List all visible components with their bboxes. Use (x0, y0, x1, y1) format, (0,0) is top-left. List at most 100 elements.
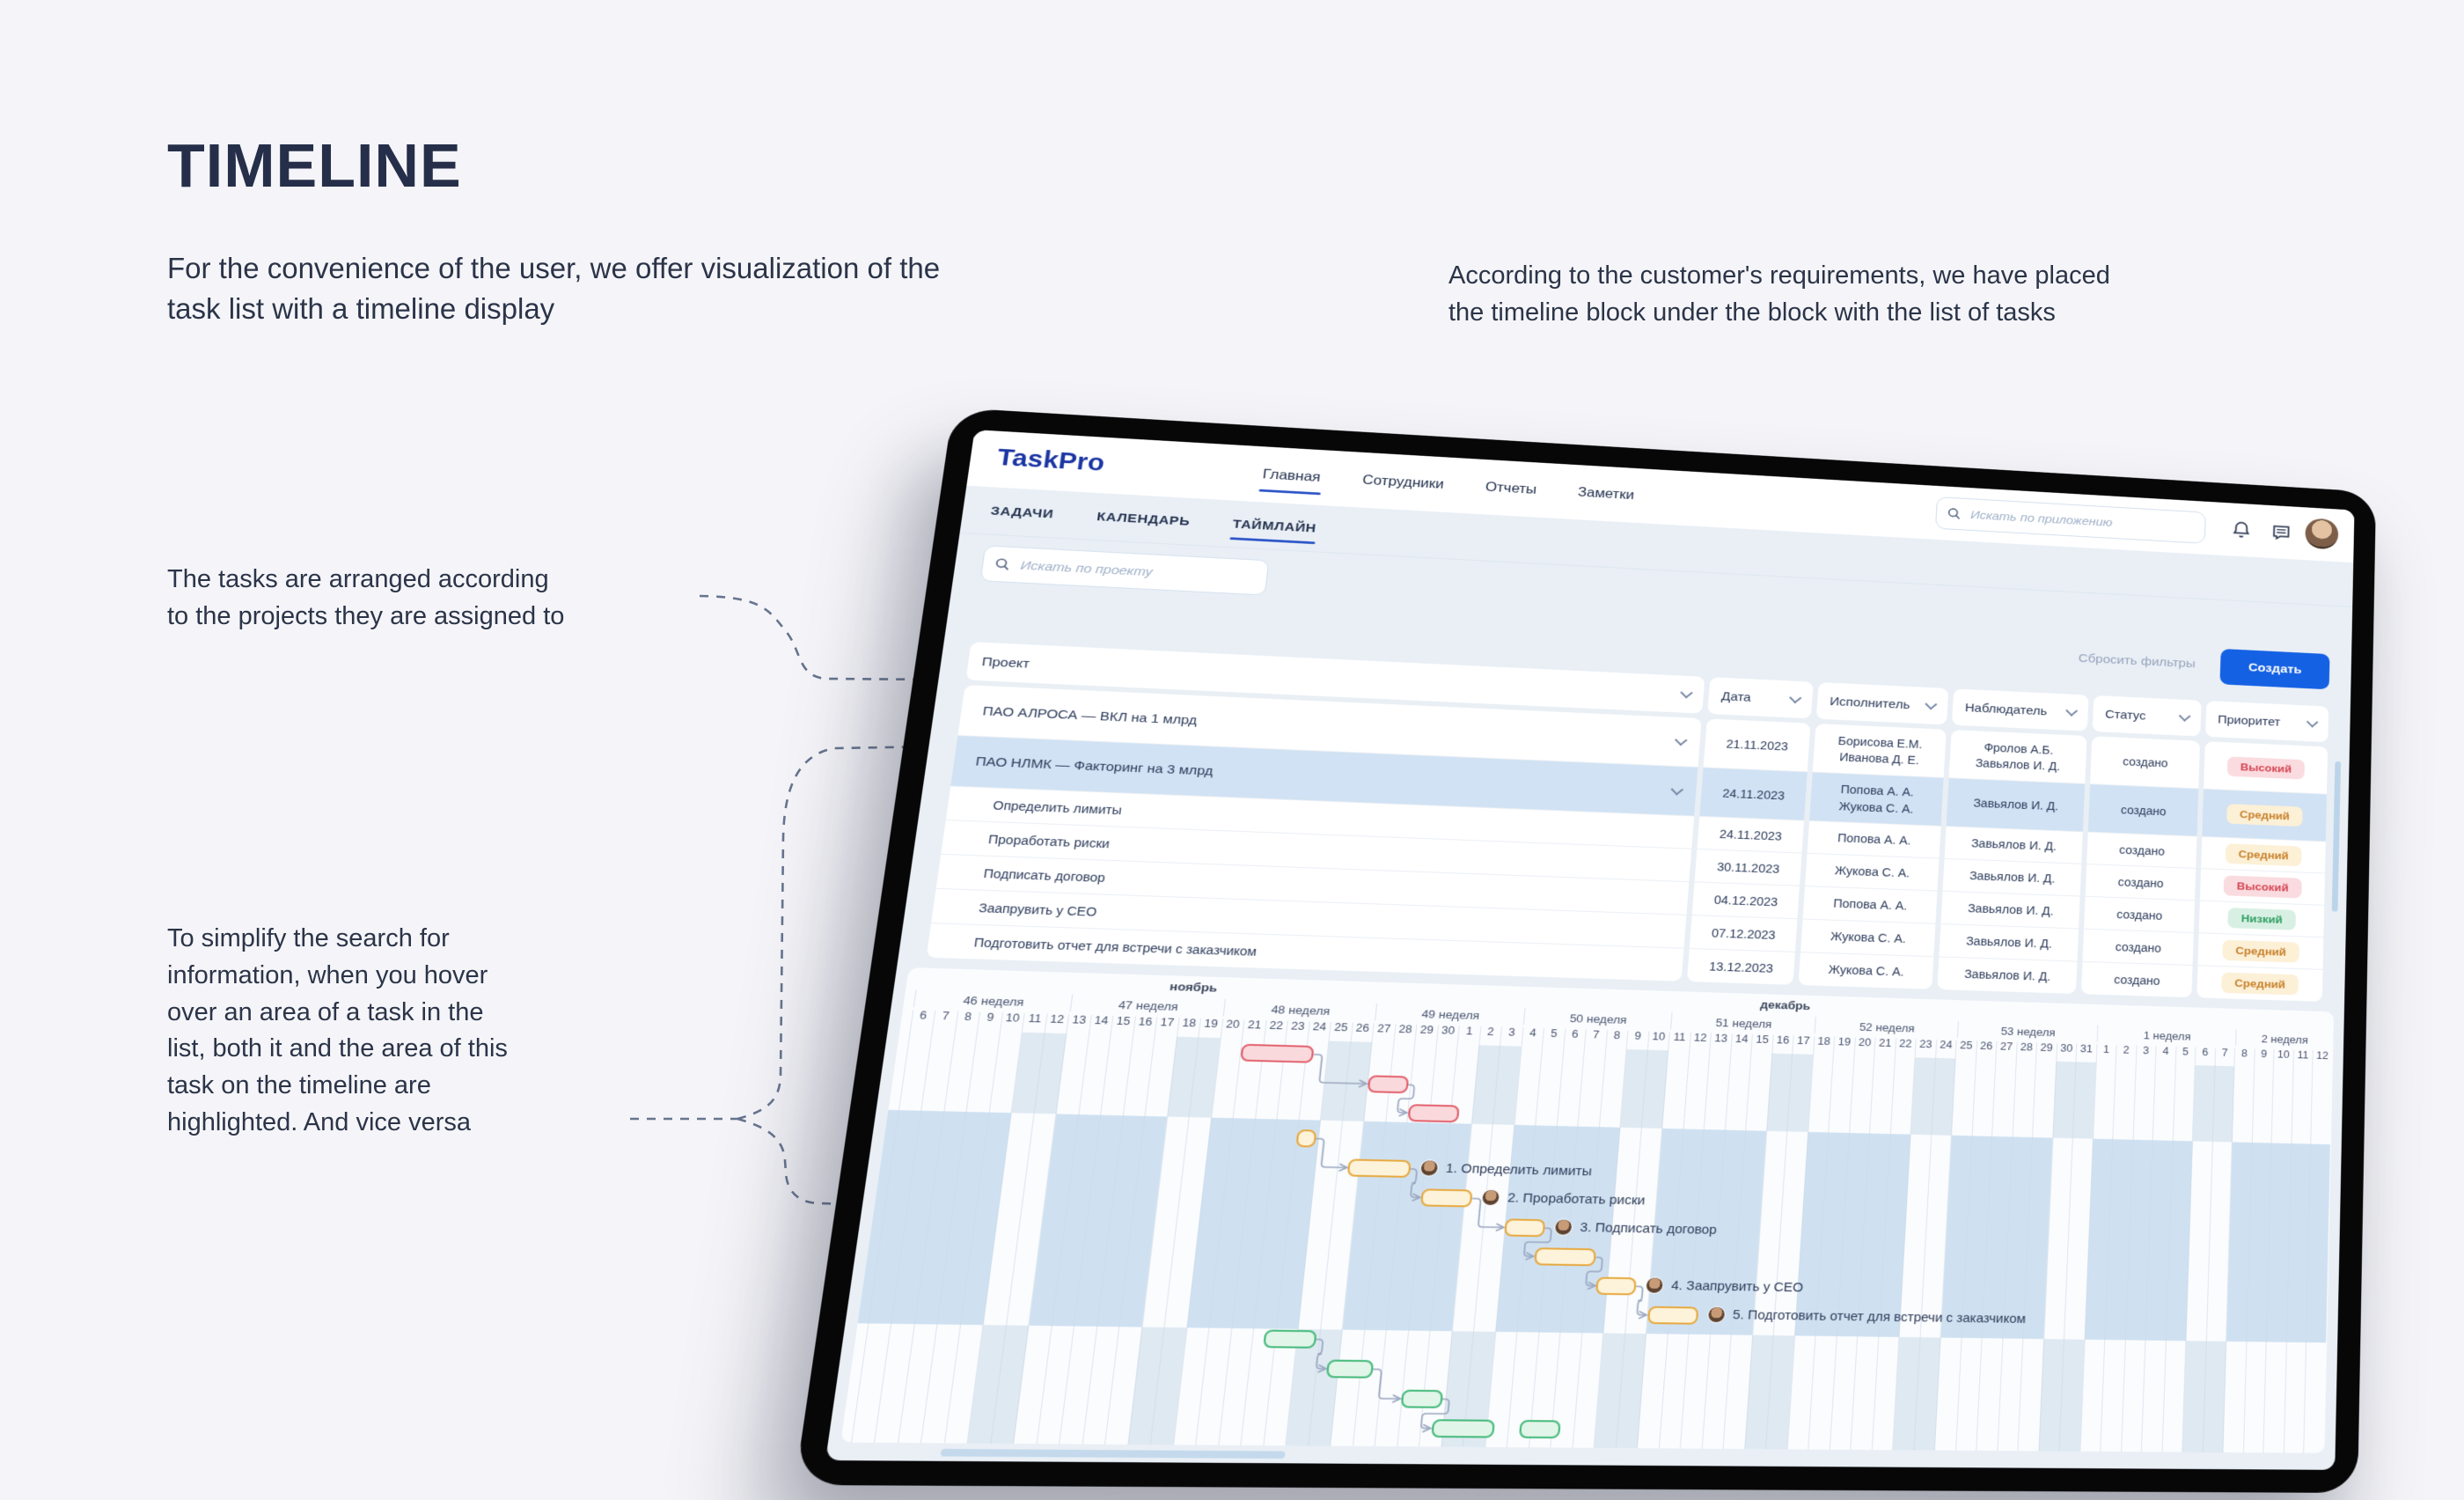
table-row-executor[interactable]: Попова А. А. (1807, 820, 1941, 858)
table-row-date[interactable]: 07.12.2023 (1689, 915, 1798, 952)
nav-item[interactable]: Заметки (1577, 484, 1635, 503)
table-row-priority[interactable]: Высокий (2199, 868, 2326, 905)
reset-filters-link[interactable]: Сбросить фильтры (2078, 651, 2196, 671)
timeline-panel: ноябрь декабрь 46 неделя 47 неделя 48 неделя… (840, 967, 2335, 1453)
table-row-priority[interactable]: Низкий (2198, 900, 2325, 938)
messages-icon[interactable] (2270, 522, 2292, 543)
table-row-status[interactable]: создано (2080, 960, 2193, 998)
table-row-executor[interactable]: Попова А. А. Жукова С. А. (1809, 771, 1944, 826)
tab-календарь[interactable]: КАЛЕНДАРЬ (1096, 509, 1192, 528)
table-row-date[interactable]: 21.11.2023 (1726, 737, 1789, 754)
tab-задачи[interactable]: ЗАДАЧИ (989, 504, 1055, 521)
chevron-down-icon[interactable] (2178, 710, 2191, 722)
chevron-down-icon[interactable] (1680, 687, 1693, 699)
column-header[interactable]: Дата (1707, 677, 1814, 719)
gantt-bar[interactable] (1518, 1420, 1561, 1439)
table-row-executor[interactable]: Попова А. А. (1802, 886, 1938, 923)
assignee-avatar (1645, 1276, 1665, 1294)
column-header[interactable]: Наблюдатель (1951, 688, 2089, 732)
gantt-bar[interactable] (1239, 1043, 1315, 1063)
table-row-date[interactable]: 24.11.2023 (1699, 767, 1808, 820)
table-row-observer[interactable]: Завьялов И. Д. (1946, 777, 2086, 832)
nav-item[interactable]: Отчеты (1485, 479, 1537, 496)
table-row-priority[interactable]: Средний (2196, 965, 2323, 1002)
table-row-executor[interactable]: Жукова С. А. (1798, 952, 1934, 989)
table-row-observer[interactable]: Завьялов И. Д. (1939, 923, 2079, 961)
project-search (979, 545, 1270, 596)
assignee-avatar (1481, 1188, 1501, 1207)
column-header[interactable]: Исполнитель (1815, 682, 1949, 725)
tab-таймлайн[interactable]: ТАЙМЛАЙН (1231, 514, 1318, 539)
table-row-status[interactable]: создано (2085, 864, 2196, 901)
table-row-executor[interactable]: Жукова С. А. (1805, 852, 1940, 891)
table-row-status[interactable]: создано (2087, 783, 2199, 836)
table-row-observer[interactable]: Фролов А.Б. Завьялов И. Д. (1949, 730, 2087, 783)
table-row-status[interactable]: создано (2084, 895, 2196, 933)
intro-right-text: According to the customer's requirements… (1448, 261, 2110, 327)
gantt-bar[interactable] (1262, 1329, 1317, 1349)
project-search-input[interactable] (1017, 557, 1257, 585)
table-row-observer[interactable]: Завьялов И. Д. (1944, 826, 2083, 864)
table-row-priority[interactable]: Высокий (2204, 741, 2328, 794)
dependency-arrows (840, 967, 2333, 1453)
gantt-bar[interactable] (1430, 1419, 1496, 1438)
table-row-status[interactable]: создано (2086, 831, 2197, 868)
gantt-bar[interactable] (1419, 1188, 1473, 1208)
gantt-bar[interactable] (1406, 1104, 1460, 1123)
chevron-down-icon[interactable] (1789, 692, 1802, 704)
chevron-down-icon[interactable] (2306, 717, 2319, 728)
chevron-down-icon[interactable] (1925, 698, 1938, 710)
column-header-label: Наблюдатель (1964, 700, 2048, 718)
gantt-task-label: 3. Подписать договор (1553, 1218, 1718, 1238)
observer-name: Завьялов И. Д. (1963, 967, 2051, 984)
table-row-date[interactable]: 13.12.2023 (1686, 947, 1795, 985)
gantt-task-label-text: 1. Определить лимиты (1445, 1161, 1593, 1179)
gantt-bar[interactable] (1504, 1218, 1546, 1238)
gantt-bar[interactable] (1295, 1129, 1316, 1148)
gantt-bar[interactable] (1346, 1158, 1412, 1178)
chevron-down-icon[interactable] (1670, 783, 1684, 796)
app-search-input[interactable] (1968, 507, 2196, 535)
table-column-2: Борисова Е.М. Иванова Д. Е. Попова А. А. Жу… (1798, 724, 1947, 989)
page-title: TIMELINE (167, 131, 462, 200)
gantt-bar[interactable] (1400, 1389, 1444, 1408)
column-header[interactable]: Статус (2092, 695, 2202, 737)
table-row-observer[interactable]: Завьялов И. Д. (1942, 857, 2082, 896)
search-icon (1947, 506, 1962, 521)
timeline-horizontal-scrollbar[interactable] (940, 1448, 1286, 1460)
assignee-avatar (1706, 1305, 1727, 1324)
gantt-bar[interactable] (1533, 1247, 1597, 1267)
bell-icon[interactable] (2230, 519, 2252, 540)
column-header[interactable]: Приоритет (2205, 700, 2329, 743)
gantt-bar[interactable] (1595, 1276, 1638, 1296)
nav-item[interactable]: Сотрудники (1361, 472, 1445, 492)
create-button[interactable]: Создать (2219, 648, 2330, 690)
executor-name: Жукова С. А. (1830, 930, 1907, 946)
table-row-observer[interactable]: Завьялов И. Д. (1937, 956, 2078, 995)
nav-item[interactable]: Главная (1259, 462, 1324, 490)
table-row-priority[interactable]: Средний (2201, 835, 2326, 873)
gantt-bar[interactable] (1646, 1305, 1699, 1325)
gantt-task-label-text: 3. Подписать договор (1579, 1220, 1718, 1238)
gantt-bar[interactable] (1367, 1075, 1409, 1094)
gantt-bar[interactable] (1325, 1359, 1375, 1379)
table-row-date[interactable]: 24.11.2023 (1697, 815, 1805, 853)
table-row-executor[interactable]: Борисова Е.М. Иванова Д. Е. (1813, 724, 1947, 777)
table-row-status[interactable]: создано (2082, 928, 2194, 966)
search-icon (994, 556, 1011, 572)
table-row-priority[interactable]: Средний (2202, 788, 2328, 842)
executor-name: Попова А. А. (1832, 896, 1908, 913)
row-name-label: Определить лимиты (992, 798, 1123, 817)
table-row-executor[interactable]: Жукова С. А. (1800, 918, 1936, 957)
table-row-observer[interactable]: Завьялов И. Д. (1940, 890, 2080, 929)
table-column-1: 21.11.2023 24.11.2023 24.11.2023 30.11.2023… (1686, 718, 1811, 985)
chevron-down-icon[interactable] (1674, 734, 1688, 746)
table-row-date[interactable]: 30.11.2023 (1694, 849, 1802, 886)
executor-name: Попова А. А. (1837, 831, 1912, 848)
table-row-priority[interactable]: Средний (2197, 932, 2324, 969)
table-vertical-scrollbar[interactable] (2331, 761, 2342, 912)
chevron-down-icon[interactable] (2065, 705, 2079, 717)
table-row-date[interactable]: 04.12.2023 (1691, 881, 1800, 919)
table-row-status[interactable]: создано (2123, 754, 2168, 770)
